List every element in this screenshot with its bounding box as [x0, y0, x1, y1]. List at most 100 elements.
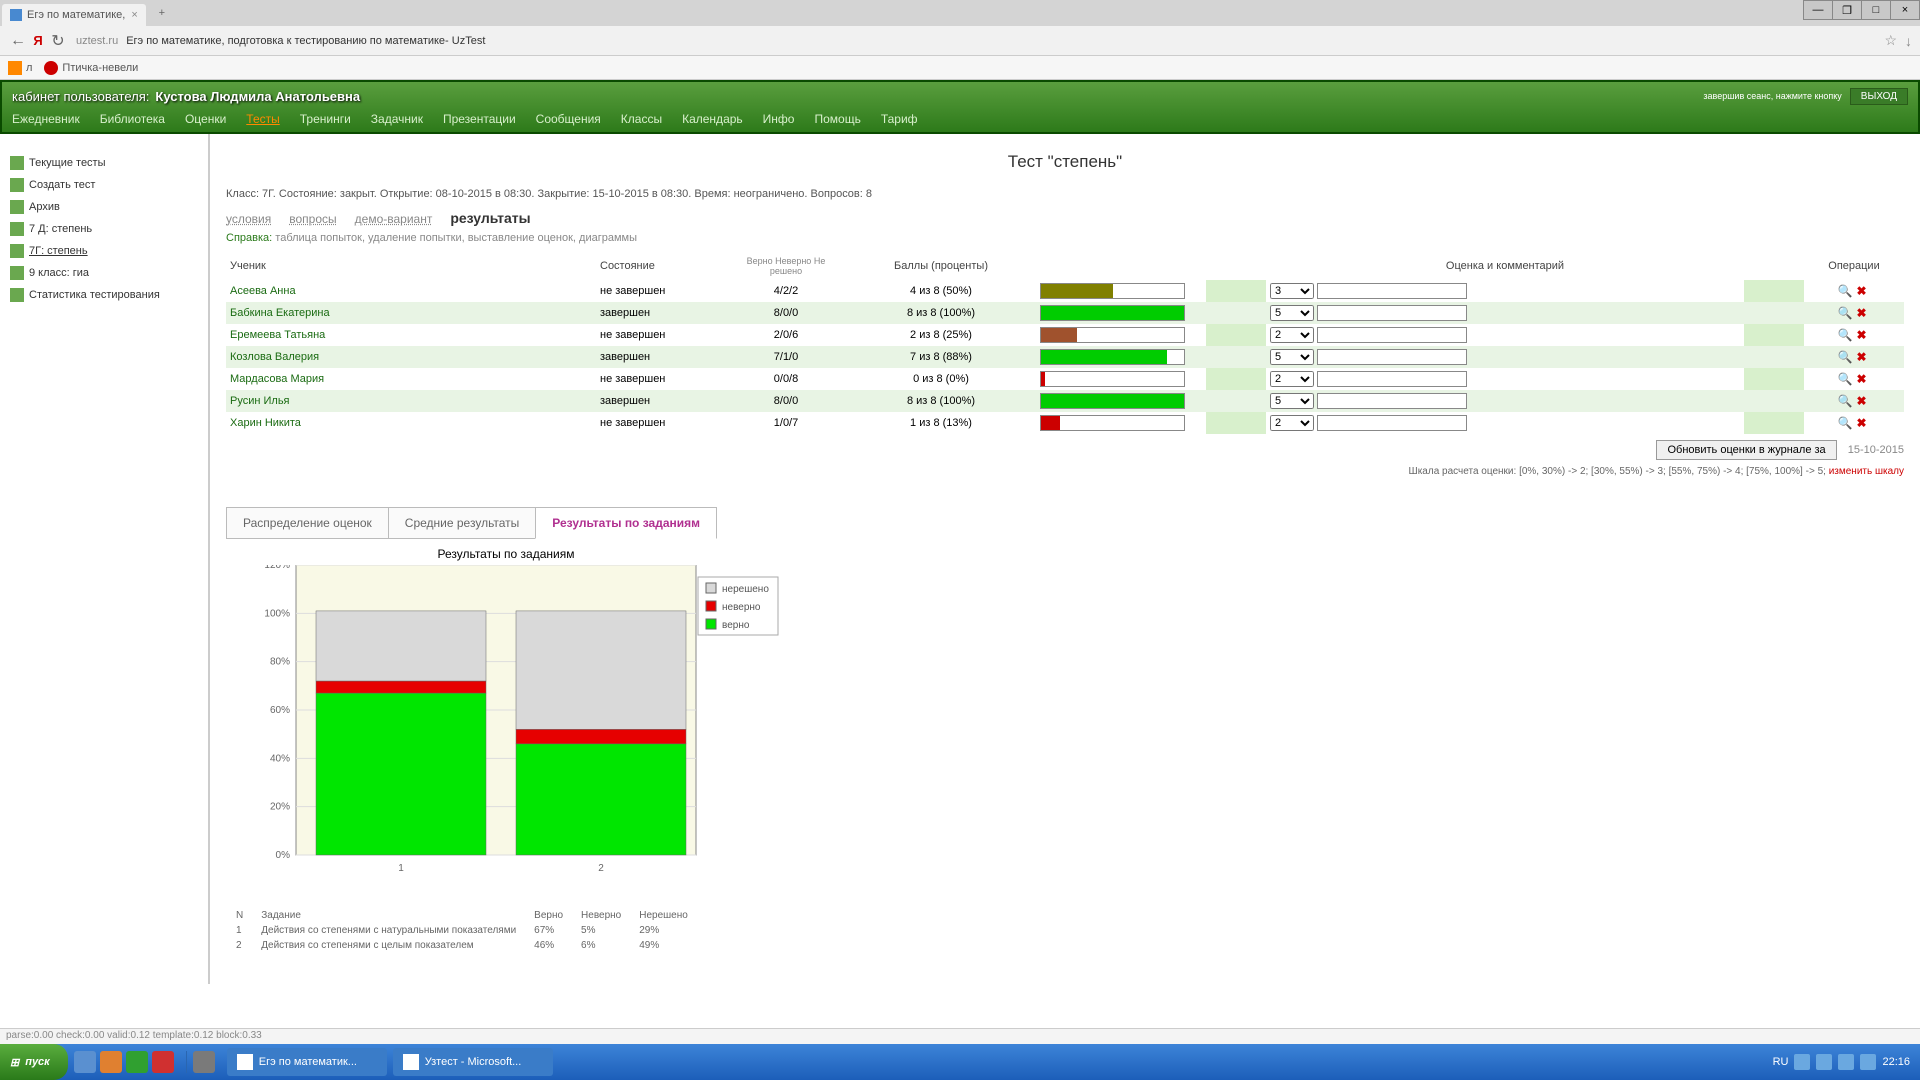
zoom-icon[interactable]: 🔍	[1837, 306, 1852, 320]
nav-Ежедневник[interactable]: Ежедневник	[12, 112, 80, 126]
delete-icon[interactable]: ✖	[1856, 416, 1866, 430]
comment-input[interactable]	[1317, 393, 1467, 409]
nav-Оценки[interactable]: Оценки	[185, 112, 226, 126]
yandex-icon[interactable]: Я	[28, 33, 48, 48]
change-scale-link[interactable]: изменить шкалу	[1829, 466, 1904, 477]
ql-icon[interactable]	[74, 1051, 96, 1073]
nav-Задачник[interactable]: Задачник	[371, 112, 423, 126]
student-name[interactable]: Мардасова Мария	[226, 368, 596, 390]
browser-tab[interactable]: Егэ по математике, ×	[2, 4, 146, 26]
student-name[interactable]: Русин Илья	[226, 390, 596, 412]
comment-input[interactable]	[1317, 415, 1467, 431]
zoom-icon[interactable]: 🔍	[1837, 328, 1852, 342]
scale-line: Шкала расчета оценки: [0%, 30%) -> 2; [3…	[226, 466, 1904, 477]
zoom-icon[interactable]: 🔍	[1837, 284, 1852, 298]
zoom-icon[interactable]: 🔍	[1837, 394, 1852, 408]
sidebar-item[interactable]: 7 Д: степень	[10, 218, 198, 240]
nav-Инфо[interactable]: Инфо	[763, 112, 795, 126]
grade-select[interactable]: 5	[1270, 393, 1314, 409]
tray-icon[interactable]	[1816, 1054, 1832, 1070]
sidebar-item[interactable]: Создать тест	[10, 174, 198, 196]
new-tab-button[interactable]: +	[150, 7, 174, 19]
nav-Сообщения[interactable]: Сообщения	[536, 112, 601, 126]
bar-cell	[1036, 412, 1206, 434]
sub-tab[interactable]: демо-вариант	[355, 212, 433, 226]
window-minimize-icon[interactable]: —	[1803, 0, 1833, 20]
window-maximize-icon[interactable]: □	[1861, 0, 1891, 20]
grade-select[interactable]: 5	[1270, 349, 1314, 365]
bookmark-item[interactable]: Птичка-невели	[44, 61, 138, 75]
zoom-icon[interactable]: 🔍	[1837, 416, 1852, 430]
lang-indicator[interactable]: RU	[1773, 1056, 1789, 1068]
taskbar-app[interactable]: Егэ по математик...	[227, 1048, 387, 1076]
delete-icon[interactable]: ✖	[1856, 350, 1866, 364]
bookmark-star-icon[interactable]: ☆	[1884, 32, 1897, 49]
comment-input[interactable]	[1317, 371, 1467, 387]
chart-tab[interactable]: Распределение оценок	[226, 507, 389, 539]
comment-input[interactable]	[1317, 305, 1467, 321]
student-name[interactable]: Бабкина Екатерина	[226, 302, 596, 324]
nav-Тесты[interactable]: Тесты	[246, 112, 279, 126]
points-cell: 4 из 8 (50%)	[846, 280, 1036, 302]
tray-icon[interactable]	[1860, 1054, 1876, 1070]
tab-close-icon[interactable]: ×	[131, 9, 137, 21]
comment-input[interactable]	[1317, 283, 1467, 299]
sidebar-item[interactable]: Статистика тестирования	[10, 284, 198, 306]
sub-tab[interactable]: результаты	[450, 210, 530, 226]
nav-Помощь[interactable]: Помощь	[814, 112, 860, 126]
student-name[interactable]: Харин Никита	[226, 412, 596, 434]
help-text[interactable]: таблица попыток, удаление попытки, выста…	[275, 232, 637, 244]
nav-Тренинги[interactable]: Тренинги	[300, 112, 351, 126]
window-close-icon[interactable]: ×	[1890, 0, 1920, 20]
start-button[interactable]: ⊞ пуск	[0, 1044, 68, 1080]
download-icon[interactable]: ↓	[1905, 33, 1912, 49]
vnn-cell: 2/0/6	[726, 324, 846, 346]
nav-Календарь[interactable]: Календарь	[682, 112, 743, 126]
update-grades-button[interactable]: Обновить оценки в журнале за	[1656, 440, 1836, 460]
sidebar-item[interactable]: 7Г: степень	[10, 240, 198, 262]
chart-tab[interactable]: Средние результаты	[388, 507, 537, 539]
points-cell: 0 из 8 (0%)	[846, 368, 1036, 390]
back-icon[interactable]: ←	[8, 32, 28, 50]
sub-tab[interactable]: вопросы	[289, 212, 336, 226]
delete-icon[interactable]: ✖	[1856, 284, 1866, 298]
delete-icon[interactable]: ✖	[1856, 328, 1866, 342]
delete-icon[interactable]: ✖	[1856, 394, 1866, 408]
student-name[interactable]: Асеева Анна	[226, 280, 596, 302]
nav-Классы[interactable]: Классы	[621, 112, 662, 126]
window-restore-icon[interactable]: ❐	[1832, 0, 1862, 20]
ql-icon[interactable]	[100, 1051, 122, 1073]
sidebar-item[interactable]: 9 класс: гиа	[10, 262, 198, 284]
student-name[interactable]: Козлова Валерия	[226, 346, 596, 368]
ql-icon[interactable]	[126, 1051, 148, 1073]
delete-icon[interactable]: ✖	[1856, 372, 1866, 386]
grade-select[interactable]: 3	[1270, 283, 1314, 299]
grade-select[interactable]: 2	[1270, 371, 1314, 387]
bookmark-item[interactable]: л	[8, 61, 32, 75]
delete-icon[interactable]: ✖	[1856, 306, 1866, 320]
tray-icon[interactable]	[1838, 1054, 1854, 1070]
tray-icon[interactable]	[1794, 1054, 1810, 1070]
grade-select[interactable]: 5	[1270, 305, 1314, 321]
taskbar-app[interactable]: Узтест - Microsoft...	[393, 1048, 553, 1076]
exit-button[interactable]: ВЫХОД	[1850, 88, 1908, 105]
chart-tab[interactable]: Результаты по заданиям	[535, 507, 717, 539]
nav-Библиотека[interactable]: Библиотека	[100, 112, 165, 126]
sidebar-item[interactable]: Текущие тесты	[10, 152, 198, 174]
reload-icon[interactable]: ↻	[48, 31, 68, 51]
nav-Презентации[interactable]: Презентации	[443, 112, 516, 126]
ql-icon[interactable]	[152, 1051, 174, 1073]
ql-icon[interactable]	[193, 1051, 215, 1073]
sidebar-item[interactable]: Архив	[10, 196, 198, 218]
nav-Тариф[interactable]: Тариф	[881, 112, 918, 126]
zoom-icon[interactable]: 🔍	[1837, 350, 1852, 364]
url-bar[interactable]: uztest.ru Егэ по математике, подготовка …	[76, 35, 1884, 47]
sub-tab[interactable]: условия	[226, 212, 271, 226]
zoom-icon[interactable]: 🔍	[1837, 372, 1852, 386]
student-name[interactable]: Еремеева Татьяна	[226, 324, 596, 346]
comment-input[interactable]	[1317, 327, 1467, 343]
comment-input[interactable]	[1317, 349, 1467, 365]
grade-select[interactable]: 2	[1270, 327, 1314, 343]
table-row: Козлова Валериязавершен7/1/07 из 8 (88%)…	[226, 346, 1904, 368]
grade-select[interactable]: 2	[1270, 415, 1314, 431]
